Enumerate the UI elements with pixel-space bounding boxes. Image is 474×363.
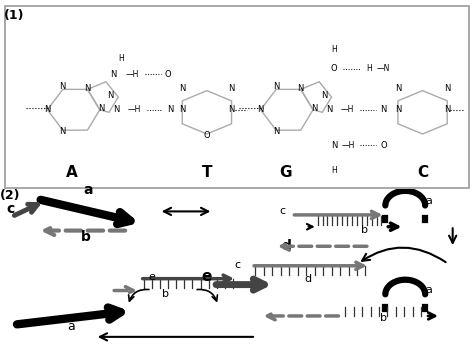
- Bar: [5, 6, 469, 188]
- Text: N: N: [273, 127, 279, 136]
- Text: N: N: [179, 105, 185, 114]
- Text: c: c: [279, 207, 285, 216]
- Text: N: N: [257, 105, 264, 114]
- Text: —N: —N: [377, 64, 391, 73]
- Text: a: a: [83, 183, 92, 197]
- Text: N: N: [108, 91, 114, 100]
- Text: b: b: [381, 313, 387, 323]
- Text: N: N: [167, 105, 173, 114]
- Text: N: N: [311, 104, 318, 113]
- Text: e: e: [201, 269, 211, 284]
- Text: d: d: [304, 274, 312, 284]
- Text: C: C: [417, 165, 428, 180]
- Text: b: b: [163, 289, 169, 299]
- Text: a: a: [426, 196, 432, 206]
- Text: a: a: [426, 285, 432, 295]
- Text: H: H: [366, 64, 373, 73]
- Text: N: N: [98, 104, 104, 113]
- Text: N: N: [444, 83, 450, 93]
- Text: N: N: [395, 83, 401, 93]
- Text: N: N: [298, 83, 304, 93]
- Text: N: N: [444, 105, 450, 114]
- Text: —H: —H: [340, 105, 354, 114]
- Text: a: a: [67, 320, 75, 333]
- Text: e: e: [148, 272, 155, 282]
- Text: N: N: [110, 70, 117, 79]
- Text: c: c: [6, 202, 15, 216]
- Text: N: N: [179, 83, 185, 93]
- Text: N: N: [321, 91, 327, 100]
- Text: N: N: [326, 105, 332, 114]
- Text: N: N: [331, 140, 337, 150]
- Text: —H: —H: [127, 105, 141, 114]
- Text: c: c: [234, 260, 240, 270]
- Text: N: N: [84, 83, 91, 93]
- Text: O: O: [165, 70, 171, 79]
- Text: d: d: [282, 239, 292, 253]
- Text: N: N: [395, 105, 401, 114]
- Text: H: H: [331, 45, 337, 53]
- Text: N: N: [381, 105, 387, 114]
- Text: H: H: [118, 54, 124, 63]
- Text: N: N: [60, 82, 66, 91]
- Text: G: G: [279, 165, 292, 180]
- Text: (1): (1): [4, 9, 25, 22]
- Text: O: O: [381, 140, 387, 150]
- Text: N: N: [228, 83, 235, 93]
- Text: N: N: [228, 105, 235, 114]
- Text: N: N: [113, 105, 119, 114]
- Text: (2): (2): [0, 188, 21, 201]
- Text: —H: —H: [341, 140, 355, 150]
- Text: N: N: [273, 82, 279, 91]
- Text: A: A: [66, 165, 78, 180]
- Text: H: H: [331, 166, 337, 175]
- Text: N: N: [60, 127, 66, 136]
- Text: T: T: [201, 165, 212, 180]
- Text: —H: —H: [126, 70, 139, 79]
- Text: O: O: [204, 131, 210, 140]
- Text: N: N: [44, 105, 51, 114]
- Text: b: b: [81, 230, 90, 244]
- Text: O: O: [331, 64, 337, 73]
- Text: b: b: [362, 225, 368, 235]
